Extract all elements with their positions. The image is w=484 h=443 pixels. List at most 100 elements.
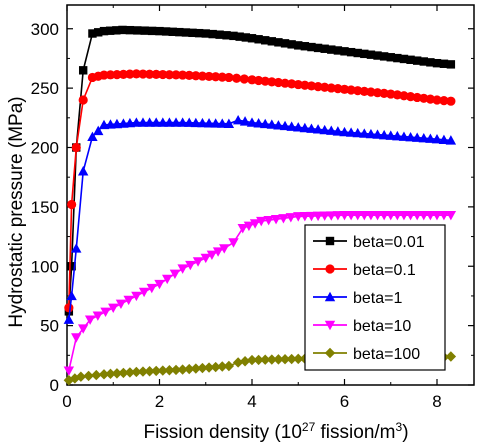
data-point [365, 210, 377, 221]
data-point [300, 80, 310, 90]
data-point [71, 142, 81, 153]
data-point [224, 72, 234, 83]
data-point [326, 83, 336, 93]
series-beta-1 [63, 114, 457, 324]
data-point [185, 260, 196, 271]
legend-marker [324, 291, 336, 302]
data-point [439, 95, 449, 106]
data-point [273, 354, 284, 365]
data-point [273, 120, 284, 130]
data-point [94, 28, 103, 37]
data-point [177, 264, 188, 274]
data-point [212, 247, 224, 257]
data-point [313, 81, 323, 92]
data-point [270, 215, 282, 225]
data-point [99, 70, 109, 80]
data-point [300, 42, 310, 51]
data-point [392, 210, 403, 221]
y-axis-label: Hydrostatic pressure (MPa) [6, 96, 27, 327]
data-point [327, 45, 336, 54]
data-point [78, 66, 88, 75]
data-point [78, 95, 88, 105]
data-point [184, 363, 195, 375]
data-point [287, 40, 296, 49]
data-point [398, 131, 410, 141]
data-point [137, 366, 149, 377]
data-point [425, 133, 436, 143]
data-point [332, 211, 344, 221]
data-point [445, 135, 457, 145]
data-point [190, 117, 202, 128]
legend-label: beta=1 [353, 290, 402, 307]
data-point [320, 82, 330, 92]
data-point [211, 72, 221, 82]
series-beta-10 [63, 210, 457, 376]
data-point [208, 29, 217, 39]
data-point [100, 307, 111, 317]
data-point [133, 26, 142, 35]
data-point [438, 210, 450, 221]
data-point [241, 33, 251, 42]
data-point [445, 351, 457, 362]
y-tick-label: 250 [31, 79, 59, 98]
data-point [426, 58, 435, 67]
data-point [419, 57, 428, 66]
data-point [385, 210, 396, 221]
y-tick-label: 100 [31, 257, 59, 276]
data-point [319, 124, 330, 135]
data-point [352, 127, 363, 138]
data-point [446, 60, 456, 69]
data-point [138, 69, 148, 79]
data-point [293, 122, 304, 132]
data-point [140, 26, 149, 35]
data-point [339, 210, 350, 221]
data-point [438, 134, 450, 144]
data-point [411, 210, 423, 221]
data-point [307, 42, 316, 52]
series-beta-0-1 [64, 69, 456, 313]
legend-marker [324, 320, 336, 331]
y-tick-label: 50 [40, 317, 59, 336]
data-point [111, 368, 123, 379]
data-point [112, 69, 122, 80]
data-point [249, 219, 261, 229]
x-tick-label: 4 [247, 392, 256, 411]
data-point [232, 357, 244, 368]
data-point [108, 303, 119, 314]
data-point [99, 26, 109, 36]
data-point [352, 210, 363, 221]
data-point [150, 365, 162, 377]
data-point [228, 238, 239, 248]
data-point [418, 210, 429, 221]
data-point [188, 28, 197, 38]
data-point [239, 116, 251, 126]
legend-item: beta=0.1 [313, 262, 416, 279]
data-point [164, 117, 175, 127]
data-point [118, 25, 127, 35]
data-point [235, 32, 244, 41]
data-point [260, 354, 271, 365]
data-point [210, 361, 221, 373]
data-point [243, 221, 255, 232]
data-point [392, 130, 403, 141]
data-point [359, 128, 370, 138]
legend-label: beta=0.01 [353, 234, 425, 251]
data-point [294, 41, 303, 50]
data-point [131, 291, 142, 302]
data-point [432, 95, 442, 105]
data-point [232, 114, 244, 125]
data-point [112, 26, 121, 35]
data-point [66, 290, 77, 301]
legend: beta=0.01 beta=0.1 beta=1 beta=10 beta=100 [304, 224, 446, 371]
data-point [170, 117, 182, 127]
data-point [191, 71, 201, 81]
data-point [418, 132, 429, 143]
data-point [340, 47, 349, 56]
data-point [254, 75, 264, 86]
data-point [63, 366, 75, 376]
legend-label: beta=0.1 [353, 262, 416, 279]
data-point [87, 131, 98, 142]
data-point [253, 354, 264, 366]
data-point [229, 31, 238, 41]
